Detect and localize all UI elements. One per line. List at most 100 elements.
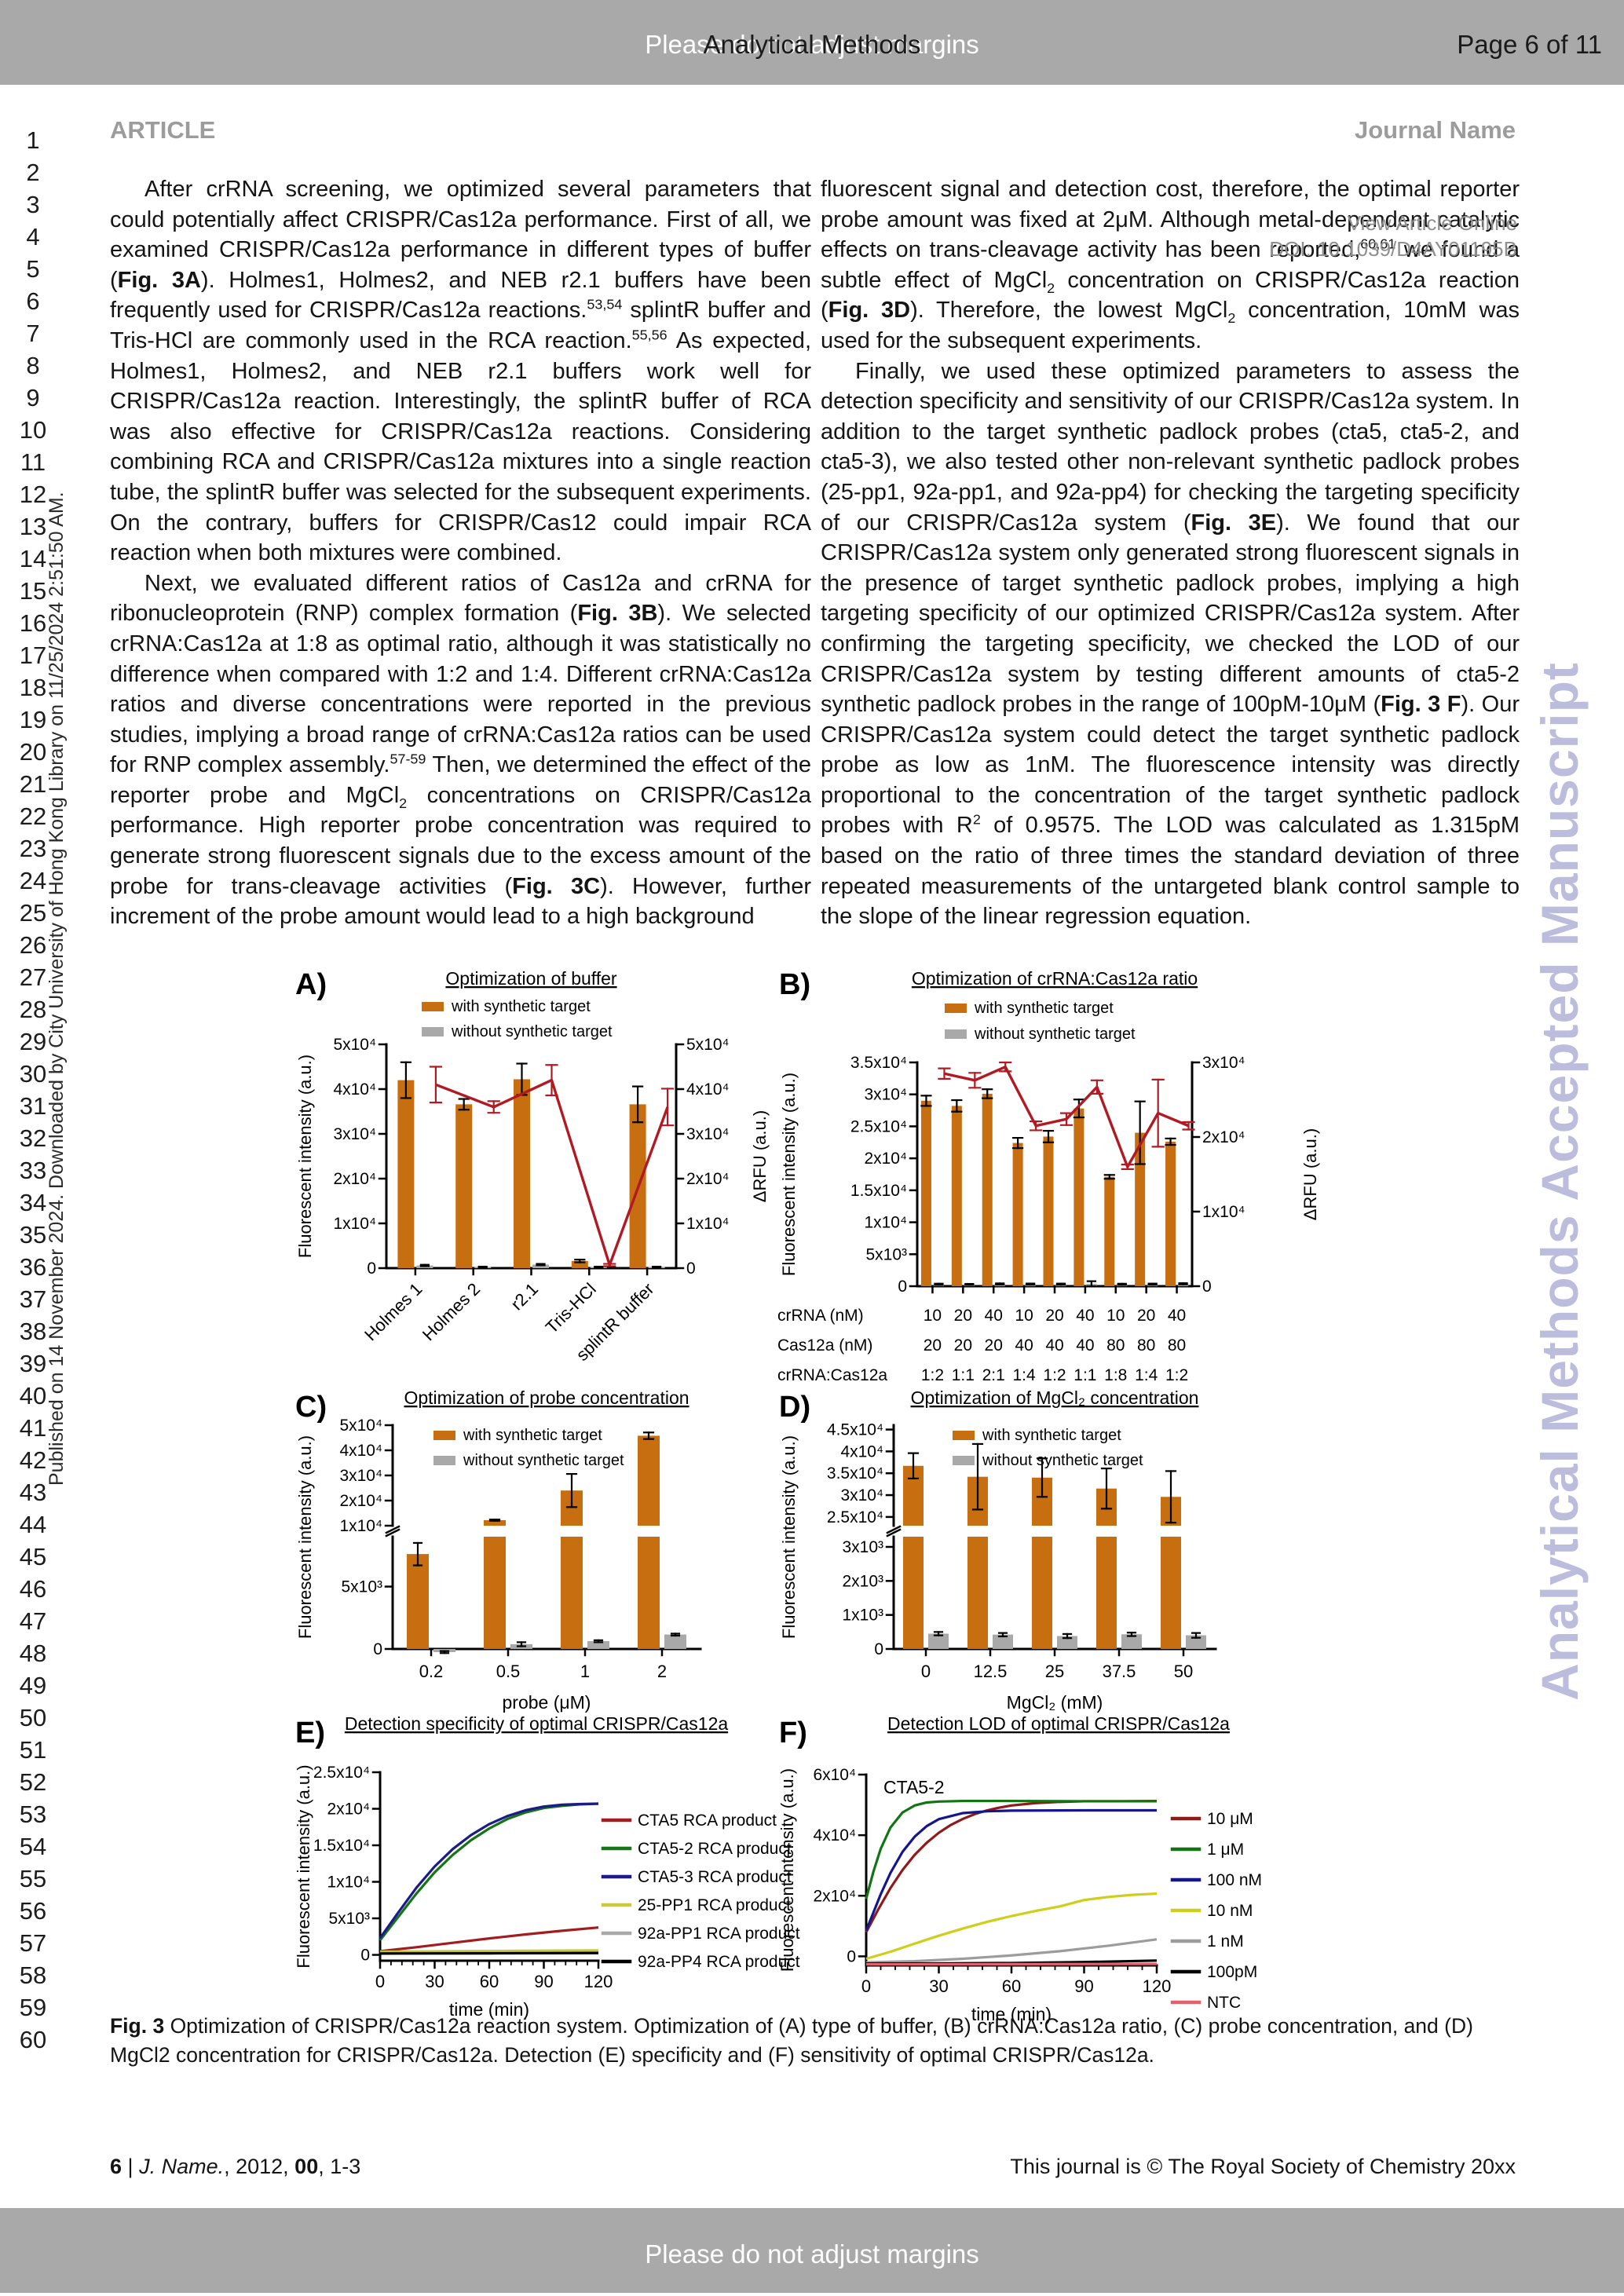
svg-text:Optimization of MgCl₂ concentr: Optimization of MgCl₂ concentration [911,1387,1199,1408]
svg-text:37.5: 37.5 [1103,1662,1136,1681]
svg-text:20: 20 [1137,1307,1155,1325]
svg-text:12.5: 12.5 [974,1662,1008,1681]
svg-text:5x10³: 5x10³ [341,1578,382,1596]
journal-title-overlay: Analytical Methods [703,30,921,59]
svg-text:D): D) [779,1391,810,1424]
svg-text:5x10³: 5x10³ [328,1910,370,1928]
svg-text:2x10⁴: 2x10⁴ [686,1170,730,1188]
svg-text:crRNA:Cas12a: crRNA:Cas12a [777,1366,887,1384]
svg-text:4x10⁴: 4x10⁴ [339,1442,382,1460]
svg-text:50: 50 [1174,1662,1193,1681]
svg-text:120: 120 [1143,1976,1172,1996]
svg-text:2: 2 [657,1662,667,1681]
svg-text:1: 1 [580,1662,590,1681]
svg-text:1:1: 1:1 [1074,1366,1096,1384]
svg-text:C): C) [295,1391,327,1424]
svg-text:10 nM: 10 nM [1207,1902,1253,1920]
figure-panel-f-lod-chart: F) Detection LOD of optimal CRISPR/Cas12a… [777,1713,1262,2024]
figure-caption: Fig. 3 Optimization of CRISPR/Cas12a rea… [110,2014,1473,2067]
svg-text:CTA5 RCA product: CTA5 RCA product [638,1812,777,1830]
svg-text:0.5: 0.5 [496,1662,521,1681]
svg-text:crRNA (nM): crRNA (nM) [777,1307,864,1325]
svg-text:1:2: 1:2 [1165,1366,1188,1384]
svg-text:40: 40 [1045,1336,1063,1355]
svg-text:with synthetic target: with synthetic target [463,1427,602,1444]
svg-text:Fluorescent intensity (a.u.): Fluorescent intensity (a.u.) [779,1073,799,1276]
svg-text:120: 120 [584,1972,613,1991]
svg-text:3x10⁴: 3x10⁴ [686,1125,730,1143]
svg-text:2x10³: 2x10³ [842,1572,883,1590]
svg-text:1:1: 1:1 [952,1366,975,1384]
svg-text:2.5x10⁴: 2.5x10⁴ [827,1508,883,1526]
figure-panel-d-mgcl2-chart: D) Optimization of MgCl₂ concentration wit… [779,1387,1217,1713]
svg-text:CTA5-3 RCA product: CTA5-3 RCA product [638,1868,792,1886]
svg-text:ΔRFU (a.u.): ΔRFU (a.u.) [750,1110,770,1202]
svg-text:60: 60 [480,1972,499,1991]
svg-text:3x10⁴: 3x10⁴ [333,1125,376,1143]
running-head-article: ARTICLE [110,116,216,144]
svg-text:Detection specificity of optim: Detection specificity of optimal CRISPR/… [345,1713,729,1734]
svg-text:20: 20 [924,1336,942,1355]
svg-text:Detection LOD of optimal CRISP: Detection LOD of optimal CRISPR/Cas12a [887,1713,1230,1734]
svg-text:probe (μM): probe (μM) [503,1692,591,1713]
svg-text:3.5x10⁴: 3.5x10⁴ [827,1464,883,1483]
svg-text:92a-PP4 RCA product: 92a-PP4 RCA product [638,1953,800,1971]
svg-text:90: 90 [1074,1976,1093,1996]
svg-text:2x10⁴: 2x10⁴ [864,1150,907,1168]
svg-text:0: 0 [847,1947,856,1965]
svg-text:10: 10 [924,1307,942,1325]
svg-text:40: 40 [1168,1307,1186,1325]
svg-text:0: 0 [874,1640,883,1658]
svg-text:4x10⁴: 4x10⁴ [840,1442,883,1461]
svg-text:30: 30 [425,1972,444,1991]
svg-text:20: 20 [954,1336,972,1355]
svg-text:0: 0 [373,1640,382,1658]
page-indicator: Page 6 of 11 [1457,30,1602,59]
svg-text:92a-PP1 RCA product: 92a-PP1 RCA product [638,1925,800,1943]
svg-text:10: 10 [1106,1307,1125,1325]
svg-text:Holmes 1: Holmes 1 [360,1279,426,1344]
svg-text:Optimization of buffer: Optimization of buffer [445,968,617,989]
svg-text:1 μM: 1 μM [1207,1841,1244,1859]
svg-text:1:2: 1:2 [1043,1366,1066,1384]
svg-text:Cas12a (nM): Cas12a (nM) [777,1336,872,1355]
text-column-left: After crRNA screening, we optimized seve… [110,174,811,932]
svg-text:ΔRFU (a.u.): ΔRFU (a.u.) [1300,1128,1320,1220]
svg-text:3.5x10⁴: 3.5x10⁴ [850,1054,907,1072]
svg-text:1:8: 1:8 [1104,1366,1127,1384]
svg-text:Fluorescent intensity (a.u.): Fluorescent intensity (a.u.) [295,1055,315,1258]
svg-text:0: 0 [360,1947,370,1965]
svg-text:2.5x10⁴: 2.5x10⁴ [850,1117,907,1135]
svg-text:with synthetic target: with synthetic target [982,1427,1121,1444]
svg-text:5x10³: 5x10³ [865,1245,907,1263]
svg-text:MgCl₂ (mM): MgCl₂ (mM) [1007,1692,1103,1713]
svg-text:100pM: 100pM [1207,1963,1257,1981]
svg-text:Holmes 2: Holmes 2 [419,1279,484,1344]
svg-text:1 nM: 1 nM [1207,1932,1244,1951]
svg-text:without synthetic target: without synthetic target [451,1023,613,1040]
text-column-right: fluorescent signal and detection cost, t… [821,174,1520,932]
svg-text:2:1: 2:1 [982,1366,1005,1384]
svg-text:Optimization of probe concentr: Optimization of probe concentration [404,1387,689,1408]
svg-text:5x10⁴: 5x10⁴ [686,1036,730,1054]
svg-text:F): F) [779,1717,807,1749]
svg-text:1.5x10⁴: 1.5x10⁴ [313,1837,370,1855]
svg-text:2.5x10⁴: 2.5x10⁴ [313,1764,370,1782]
svg-text:without synthetic target: without synthetic target [982,1452,1143,1469]
svg-text:80: 80 [1168,1336,1186,1355]
svg-text:1x10⁴: 1x10⁴ [864,1214,907,1232]
svg-text:20: 20 [954,1307,972,1325]
svg-text:Tris-HCl: Tris-HCl [542,1279,600,1337]
paragraph: After crRNA screening, we optimized seve… [110,177,811,566]
svg-text:1x10⁴: 1x10⁴ [327,1874,370,1892]
svg-text:A): A) [295,968,327,1001]
svg-text:4x10⁴: 4x10⁴ [813,1826,856,1844]
svg-text:Fluorescent intensity (a.u.): Fluorescent intensity (a.u.) [294,1764,313,1968]
svg-text:CTA5-2 RCA product: CTA5-2 RCA product [638,1840,792,1858]
footer-citation: 6 | J. Name., 2012, 00, 1-3 [110,2155,361,2178]
svg-text:20: 20 [1045,1307,1063,1325]
svg-text:with synthetic target: with synthetic target [451,998,591,1015]
svg-text:40: 40 [1076,1336,1094,1355]
svg-text:0: 0 [921,1662,931,1681]
